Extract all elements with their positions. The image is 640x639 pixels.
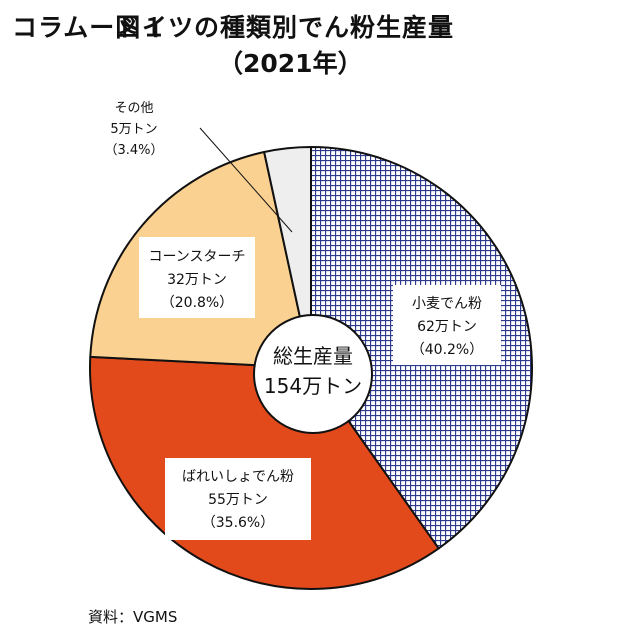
slice-other <box>263 146 312 369</box>
center-total-label: 総生産量 <box>273 344 353 368</box>
label-other-value: 5万トン <box>110 122 157 137</box>
label-potato-value: 55万トン <box>208 492 268 508</box>
label-potato-percent: （35.6%） <box>202 515 274 531</box>
label-potato-name: ばれいしょでん粉 <box>182 469 294 485</box>
label-corn-percent: （20.8%） <box>161 295 233 311</box>
slice-label-wheat: 小麦でん粉 62万トン （40.2%） <box>411 296 483 358</box>
label-other-percent: （3.4%） <box>104 143 163 158</box>
center-hole <box>253 314 373 434</box>
label-box-potato <box>165 458 311 540</box>
chart-title-text: ドイツの種類別でん粉生産量 <box>116 13 455 42</box>
label-wheat-value: 62万トン <box>417 319 477 335</box>
label-box-corn <box>139 237 255 318</box>
label-wheat-percent: （40.2%） <box>411 342 483 358</box>
leader-line-other <box>199 127 293 233</box>
slice-label-other: その他 5万トン （3.4%） <box>104 101 163 158</box>
label-other-name: その他 <box>114 101 153 116</box>
label-wheat-name: 小麦でん粉 <box>412 296 482 312</box>
chart-title: コラムー図１ドイツの種類別でん粉生産量 <box>12 8 454 44</box>
slice-label-corn: コーンスターチ 32万トン （20.8%） <box>148 249 245 311</box>
chart-subtitle: （2021年） <box>218 49 363 78</box>
center-total-value: 154万トン <box>264 374 362 398</box>
label-corn-value: 32万トン <box>167 272 227 288</box>
source-note: 資料：VGMS <box>88 608 178 626</box>
label-box-wheat <box>393 285 501 365</box>
slice-label-potato: ばれいしょでん粉 55万トン （35.6%） <box>182 469 294 531</box>
label-corn-name: コーンスターチ <box>148 249 245 265</box>
